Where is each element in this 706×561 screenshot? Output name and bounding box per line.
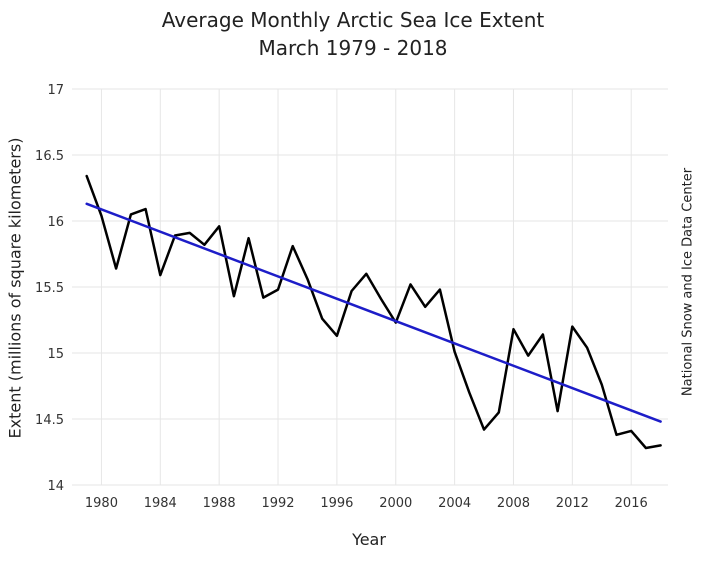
data-point (291, 244, 295, 248)
chart-subtitle: March 1979 - 2018 (258, 36, 448, 60)
y-tick-label: 15.5 (35, 281, 64, 296)
data-point (350, 289, 354, 293)
data-point (320, 317, 324, 321)
data-point (526, 354, 530, 358)
data-point (261, 296, 265, 300)
data-point (232, 294, 236, 298)
data-point (217, 224, 221, 228)
data-point (585, 346, 589, 350)
x-tick-label: 2016 (615, 496, 648, 511)
y-tick-label: 14.5 (35, 413, 64, 428)
data-point (556, 409, 560, 413)
x-axis: 1980 1984 1988 1992 1996 2000 2004 2008 2012 2016 (85, 496, 648, 511)
data-point (497, 410, 501, 414)
data-point (482, 428, 486, 432)
data-point (247, 236, 251, 240)
data-point (305, 277, 309, 281)
data-point (541, 333, 545, 337)
y-tick-label: 15 (47, 347, 64, 362)
data-point (467, 391, 471, 395)
data-point (202, 243, 206, 247)
data-point (379, 297, 383, 301)
source-credit-text: National Snow and Ice Data Center (680, 167, 696, 397)
data-point (408, 282, 412, 286)
x-axis-label: Year (352, 530, 386, 549)
series-line-extent (85, 174, 662, 450)
data-point (659, 443, 663, 447)
data-point (158, 273, 162, 277)
chart-title: Average Monthly Arctic Sea Ice Extent (161, 8, 545, 32)
x-tick-label: 1996 (320, 496, 353, 511)
y-axis: 14 14.5 15 15.5 16 16.5 17 (35, 83, 64, 494)
data-point (85, 174, 89, 178)
data-point (114, 267, 118, 271)
x-tick-label: 1980 (85, 496, 118, 511)
x-tick-label: 2000 (379, 496, 412, 511)
y-axis-label-text: Extent (millions of square kilometers) (5, 137, 25, 439)
data-point (629, 429, 633, 433)
series-line-trend (85, 202, 662, 423)
data-point (423, 305, 427, 309)
data-point (600, 383, 604, 387)
y-tick-label: 16 (47, 215, 64, 230)
data-point (188, 231, 192, 235)
y-tick-label: 16.5 (35, 149, 64, 164)
data-point (511, 327, 515, 331)
series-group (85, 174, 663, 450)
data-point (276, 288, 280, 292)
x-tick-label: 2004 (438, 496, 471, 511)
gridlines (72, 88, 668, 486)
data-point (335, 334, 339, 338)
data-point (144, 207, 148, 211)
data-point (453, 350, 457, 354)
data-point (570, 325, 574, 329)
data-point (614, 433, 618, 437)
data-point (99, 214, 103, 218)
y-tick-label: 14 (47, 479, 64, 494)
x-tick-label: 2008 (497, 496, 530, 511)
data-point (438, 288, 442, 292)
data-point (364, 272, 368, 276)
x-tick-label: 2012 (556, 496, 589, 511)
x-tick-label: 1984 (144, 496, 177, 511)
x-tick-label: 1992 (261, 496, 294, 511)
y-tick-label: 17 (47, 83, 64, 98)
data-point (644, 446, 648, 450)
x-tick-label: 1988 (203, 496, 236, 511)
data-point (129, 212, 133, 216)
